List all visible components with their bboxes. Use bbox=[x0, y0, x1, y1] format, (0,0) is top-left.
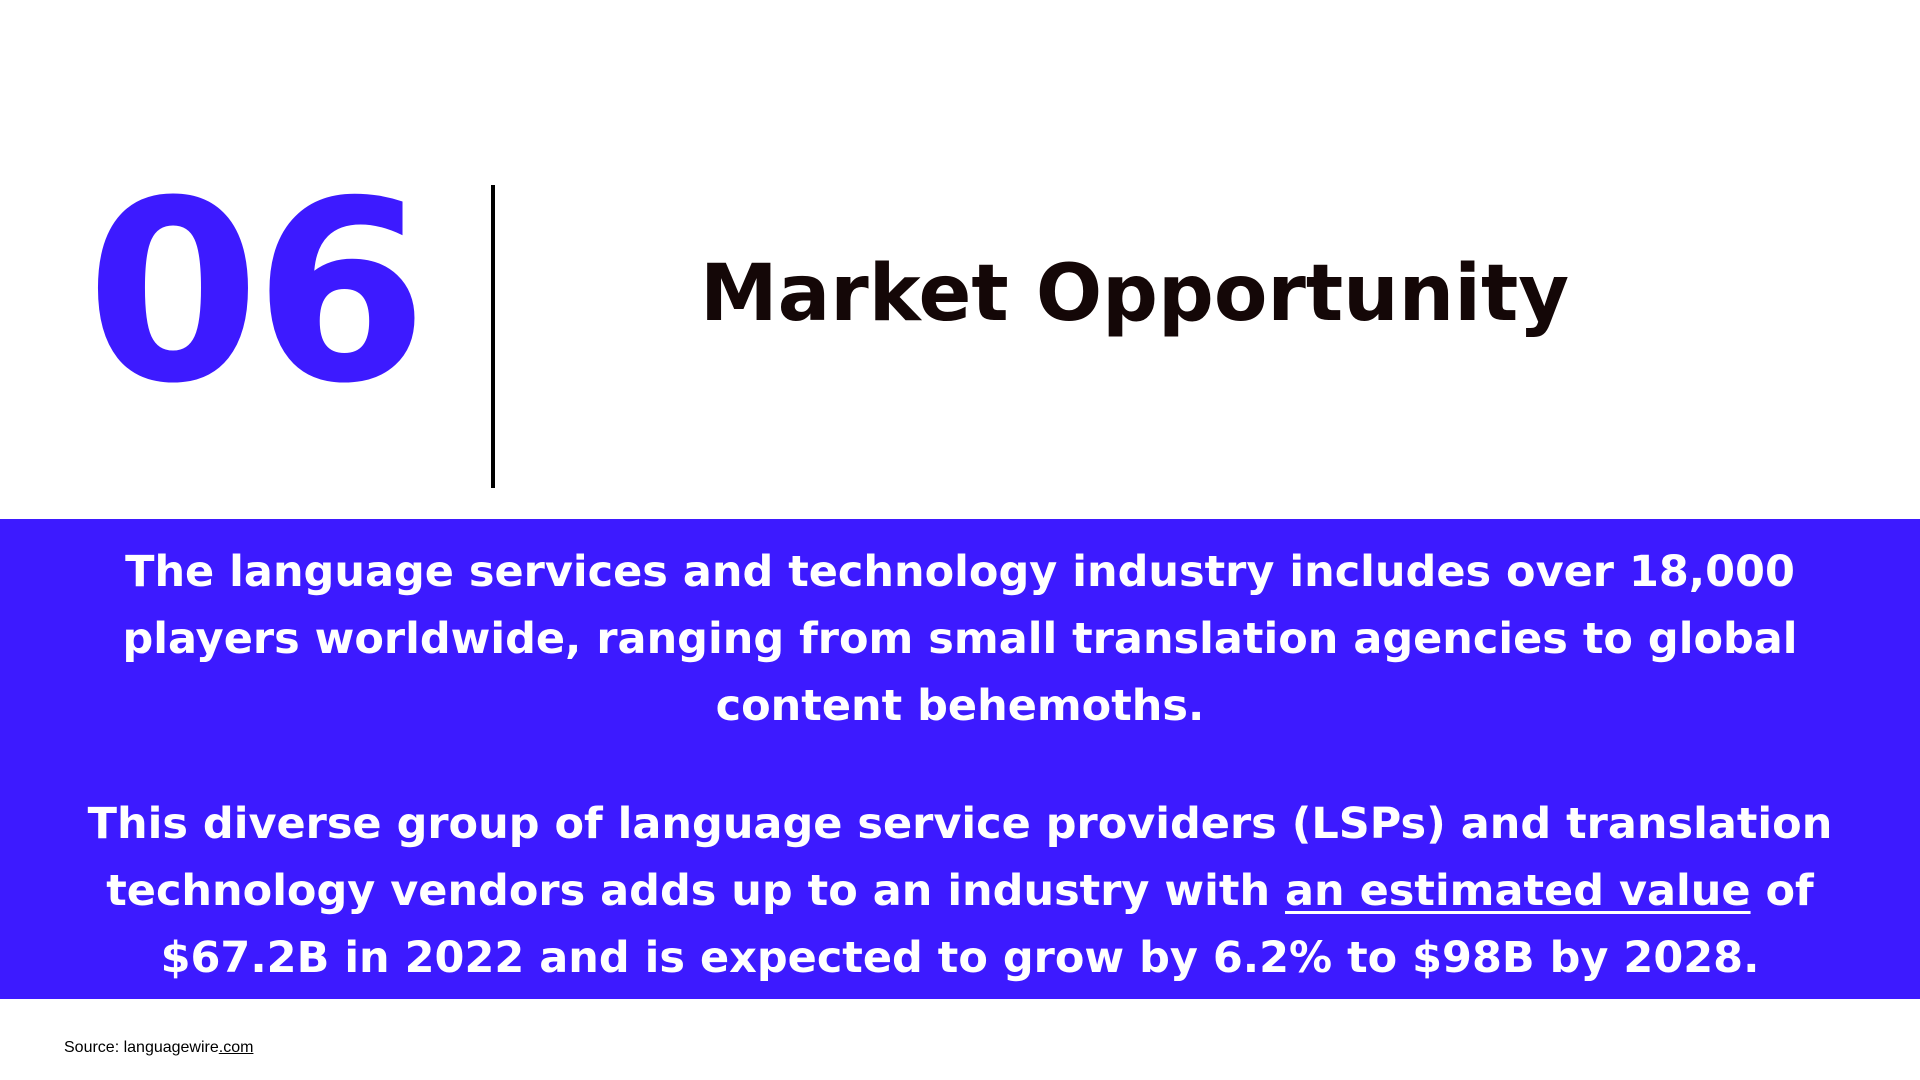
source-label: Source: languagewire bbox=[64, 1039, 219, 1056]
section-number: 06 bbox=[86, 147, 428, 438]
slide-title: Market Opportunity bbox=[700, 249, 1570, 339]
vertical-divider bbox=[491, 185, 495, 488]
market-value-paragraph: This diverse group of language service p… bbox=[40, 791, 1880, 992]
content-band: The language services and technology ind… bbox=[0, 519, 1920, 999]
estimated-value-link[interactable]: an estimated value bbox=[1285, 866, 1751, 916]
market-value-text-end: of $67.2B in 2022 and is expected to gro… bbox=[160, 866, 1814, 983]
market-value-text-start: This diverse group of language service p… bbox=[87, 799, 1833, 916]
industry-overview-paragraph: The language services and technology ind… bbox=[122, 547, 1798, 731]
source-citation: Source: languagewire.com bbox=[64, 1038, 253, 1058]
source-link[interactable]: .com bbox=[218, 1039, 254, 1056]
